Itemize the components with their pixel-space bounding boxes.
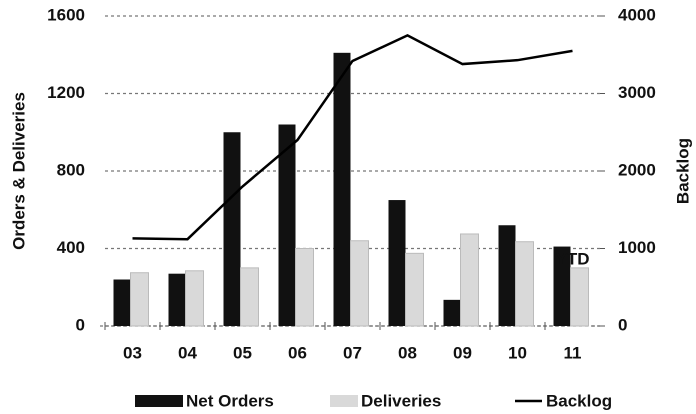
x-tick-label: 04	[178, 343, 197, 362]
x-tick-label: 03	[123, 343, 142, 362]
x-tick-label: 10	[508, 343, 527, 362]
bar	[350, 240, 369, 327]
bar	[553, 246, 571, 326]
bar	[570, 267, 589, 327]
bar	[113, 279, 131, 326]
x-tick-label: 08	[398, 343, 417, 362]
bar	[333, 52, 351, 326]
bar	[130, 272, 149, 327]
y2-tick-label: 1000	[618, 238, 656, 257]
y2-axis-title: Backlog	[673, 138, 692, 204]
legend-label: Deliveries	[361, 391, 441, 410]
legend-swatch	[330, 395, 358, 407]
bar	[240, 267, 259, 327]
y-tick-label: 0	[76, 315, 85, 334]
bar	[498, 225, 516, 326]
legend-swatch	[135, 395, 183, 407]
bar	[443, 299, 461, 326]
x-tick-label: 11	[564, 343, 582, 362]
x-tick-label: 06	[288, 343, 307, 362]
line	[132, 33, 573, 241]
y-tick-label: 800	[57, 160, 85, 179]
x-tick-label: 05	[233, 343, 252, 362]
y2-tick-label: 0	[618, 315, 627, 334]
bar	[223, 132, 241, 326]
y-tick-label: 1600	[47, 5, 85, 24]
bar	[388, 200, 406, 326]
legend-label: Net Orders	[186, 391, 274, 410]
x-tick-label: 07	[343, 343, 362, 362]
bar	[515, 241, 534, 327]
bar	[295, 248, 314, 327]
bar	[185, 270, 204, 327]
bar	[278, 124, 296, 326]
y2-tick-label: 2000	[618, 160, 656, 179]
x-tick-label: 09	[453, 343, 472, 362]
y2-tick-label: 3000	[618, 83, 656, 102]
annotation: YTD	[556, 249, 590, 268]
y-tick-label: 1200	[47, 83, 85, 102]
legend-label: Backlog	[546, 391, 612, 410]
bar	[405, 252, 424, 327]
y-tick-label: 400	[57, 238, 85, 257]
y2-tick-label: 4000	[618, 5, 656, 24]
y-axis-title: Orders & Deliveries	[9, 92, 28, 250]
bar	[460, 233, 479, 327]
bar	[168, 273, 186, 326]
